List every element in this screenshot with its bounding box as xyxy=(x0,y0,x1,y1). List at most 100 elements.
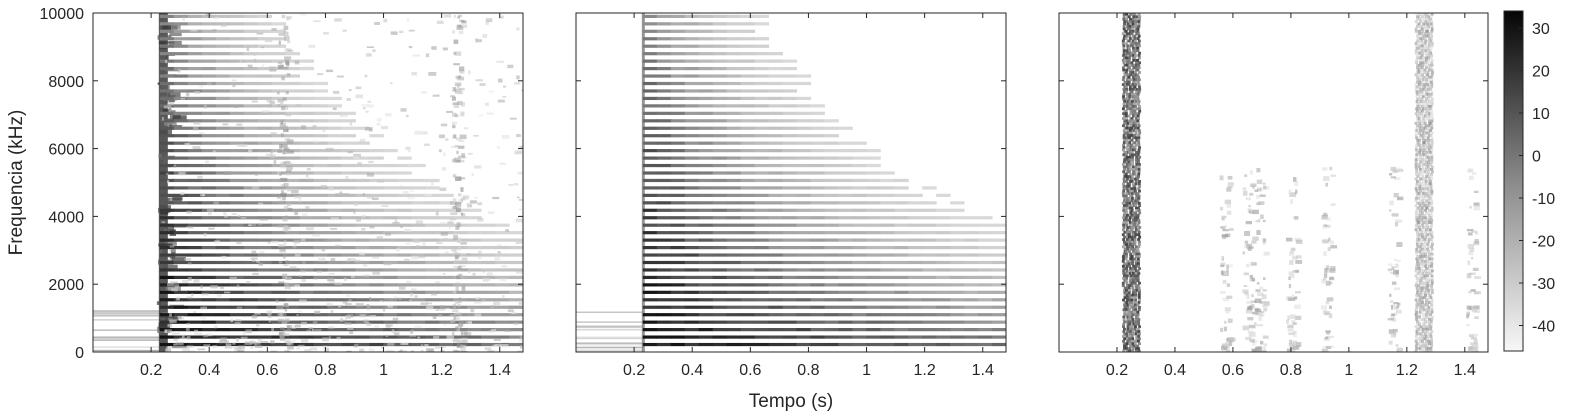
residual-speckle xyxy=(1473,305,1480,310)
residual-band xyxy=(1134,322,1138,326)
noise-speckle xyxy=(468,269,471,273)
residual-band xyxy=(1414,344,1418,348)
residual-band xyxy=(1427,238,1431,241)
residual-band xyxy=(1426,187,1430,191)
noise-speckle xyxy=(321,249,326,252)
noise-speckle xyxy=(422,131,428,135)
residual-band xyxy=(1423,136,1427,140)
harmonic-partial xyxy=(684,342,700,347)
noise-speckle xyxy=(362,106,366,110)
harmonic-partial xyxy=(656,328,672,332)
residual-band xyxy=(1418,347,1422,350)
residual-band xyxy=(1415,267,1418,270)
residual-speckle xyxy=(1295,255,1302,259)
harmonic-partial xyxy=(173,44,189,48)
residual-band xyxy=(1416,66,1419,69)
x-tick-label: 1 xyxy=(1344,362,1353,379)
residual-band xyxy=(1414,148,1418,152)
residual-band xyxy=(1426,34,1430,38)
residual-band xyxy=(1415,80,1419,84)
residual-band xyxy=(1128,293,1132,297)
harmonic-partial xyxy=(187,342,203,347)
noise-burst xyxy=(460,212,463,216)
noise-burst xyxy=(287,325,291,330)
noise-burst xyxy=(452,86,457,92)
residual-speckle xyxy=(1243,285,1248,288)
residual-band xyxy=(1134,42,1138,45)
residual-band xyxy=(1423,213,1427,217)
residual-band xyxy=(1129,63,1132,67)
harmonic-partial xyxy=(782,149,797,153)
residual-band xyxy=(1418,315,1421,319)
residual-band xyxy=(1415,206,1419,210)
harmonic-partial xyxy=(327,320,342,324)
harmonic-partial xyxy=(838,253,853,257)
harmonic-partial xyxy=(173,74,189,78)
residual-band xyxy=(1130,126,1134,130)
harmonic-partial xyxy=(768,298,784,302)
noise-speckle xyxy=(387,342,395,346)
harmonic-partial xyxy=(187,253,203,257)
residual-band xyxy=(1127,61,1131,65)
harmonic-partial xyxy=(656,178,672,183)
residual-band xyxy=(1427,240,1431,244)
residual-band xyxy=(1417,235,1421,239)
residual-band xyxy=(1427,56,1430,60)
harmonic-partial xyxy=(411,328,426,332)
residual-band xyxy=(1419,160,1423,164)
residual-band xyxy=(1137,264,1141,268)
residual-band xyxy=(1127,250,1131,254)
residual-speckle xyxy=(1321,349,1329,352)
harmonic-partial xyxy=(467,238,482,242)
residual-band xyxy=(1417,172,1421,176)
harmonic-partial xyxy=(824,342,839,347)
noise-burst xyxy=(285,113,292,117)
residual-band xyxy=(1418,167,1422,171)
residual-band xyxy=(1419,305,1423,309)
noise-speckle xyxy=(381,205,389,207)
noise-burst xyxy=(458,177,466,180)
harmonic-partial xyxy=(313,193,328,197)
noise-burst xyxy=(457,193,462,197)
harmonic-partial xyxy=(439,320,454,324)
noise-speckle xyxy=(292,246,297,249)
residual-band xyxy=(1125,276,1129,280)
residual-band xyxy=(1122,61,1126,65)
noise-speckle xyxy=(475,297,479,300)
residual-band xyxy=(1129,211,1133,215)
harmonic-partial xyxy=(740,305,756,309)
harmonic-partial xyxy=(670,223,686,227)
noise-speckle xyxy=(302,212,308,217)
noise-speckle xyxy=(439,305,446,309)
harmonic-partial xyxy=(215,178,231,183)
residual-band xyxy=(1417,83,1421,86)
harmonic-partial xyxy=(908,305,923,309)
noise-speckle xyxy=(305,227,314,231)
residual-band xyxy=(1122,315,1126,319)
residual-band xyxy=(1128,51,1132,55)
harmonic-partial xyxy=(936,335,951,339)
noise-burst xyxy=(283,332,290,337)
residual-band xyxy=(1125,184,1129,188)
residual-band xyxy=(1429,238,1433,241)
residual-band xyxy=(1416,78,1420,82)
harmonic-partial xyxy=(838,313,853,317)
residual-band xyxy=(1420,187,1424,191)
harmonic-partial xyxy=(495,260,510,265)
noise-burst xyxy=(461,331,468,336)
noise-speckle xyxy=(291,325,296,329)
residual-band xyxy=(1127,315,1131,319)
residual-band xyxy=(1129,325,1133,329)
noise-speckle xyxy=(400,225,403,228)
harmonic-partial xyxy=(257,193,273,197)
residual-band xyxy=(1123,243,1127,246)
harmonic-partial xyxy=(908,320,923,324)
residual-band xyxy=(1131,177,1135,181)
residual-band xyxy=(1127,83,1131,86)
residual-band xyxy=(1133,80,1137,84)
residual-band xyxy=(1131,230,1135,234)
noise-speckle xyxy=(192,146,201,150)
noise-speckle xyxy=(185,92,190,97)
noise-speckle xyxy=(400,108,407,112)
harmonic-partial xyxy=(726,313,742,317)
